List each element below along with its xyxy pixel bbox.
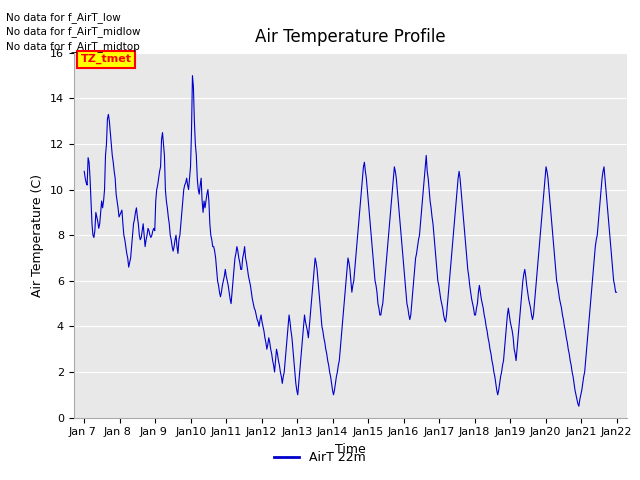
Text: No data for f_AirT_midlow: No data for f_AirT_midlow [6, 26, 141, 37]
Legend: AirT 22m: AirT 22m [269, 446, 371, 469]
X-axis label: Time: Time [335, 443, 366, 456]
Text: No data for f_AirT_low: No data for f_AirT_low [6, 12, 121, 23]
Y-axis label: Air Temperature (C): Air Temperature (C) [31, 174, 44, 297]
Text: No data for f_AirT_midtop: No data for f_AirT_midtop [6, 41, 140, 52]
Title: Air Temperature Profile: Air Temperature Profile [255, 28, 445, 46]
Text: TZ_tmet: TZ_tmet [81, 54, 132, 64]
